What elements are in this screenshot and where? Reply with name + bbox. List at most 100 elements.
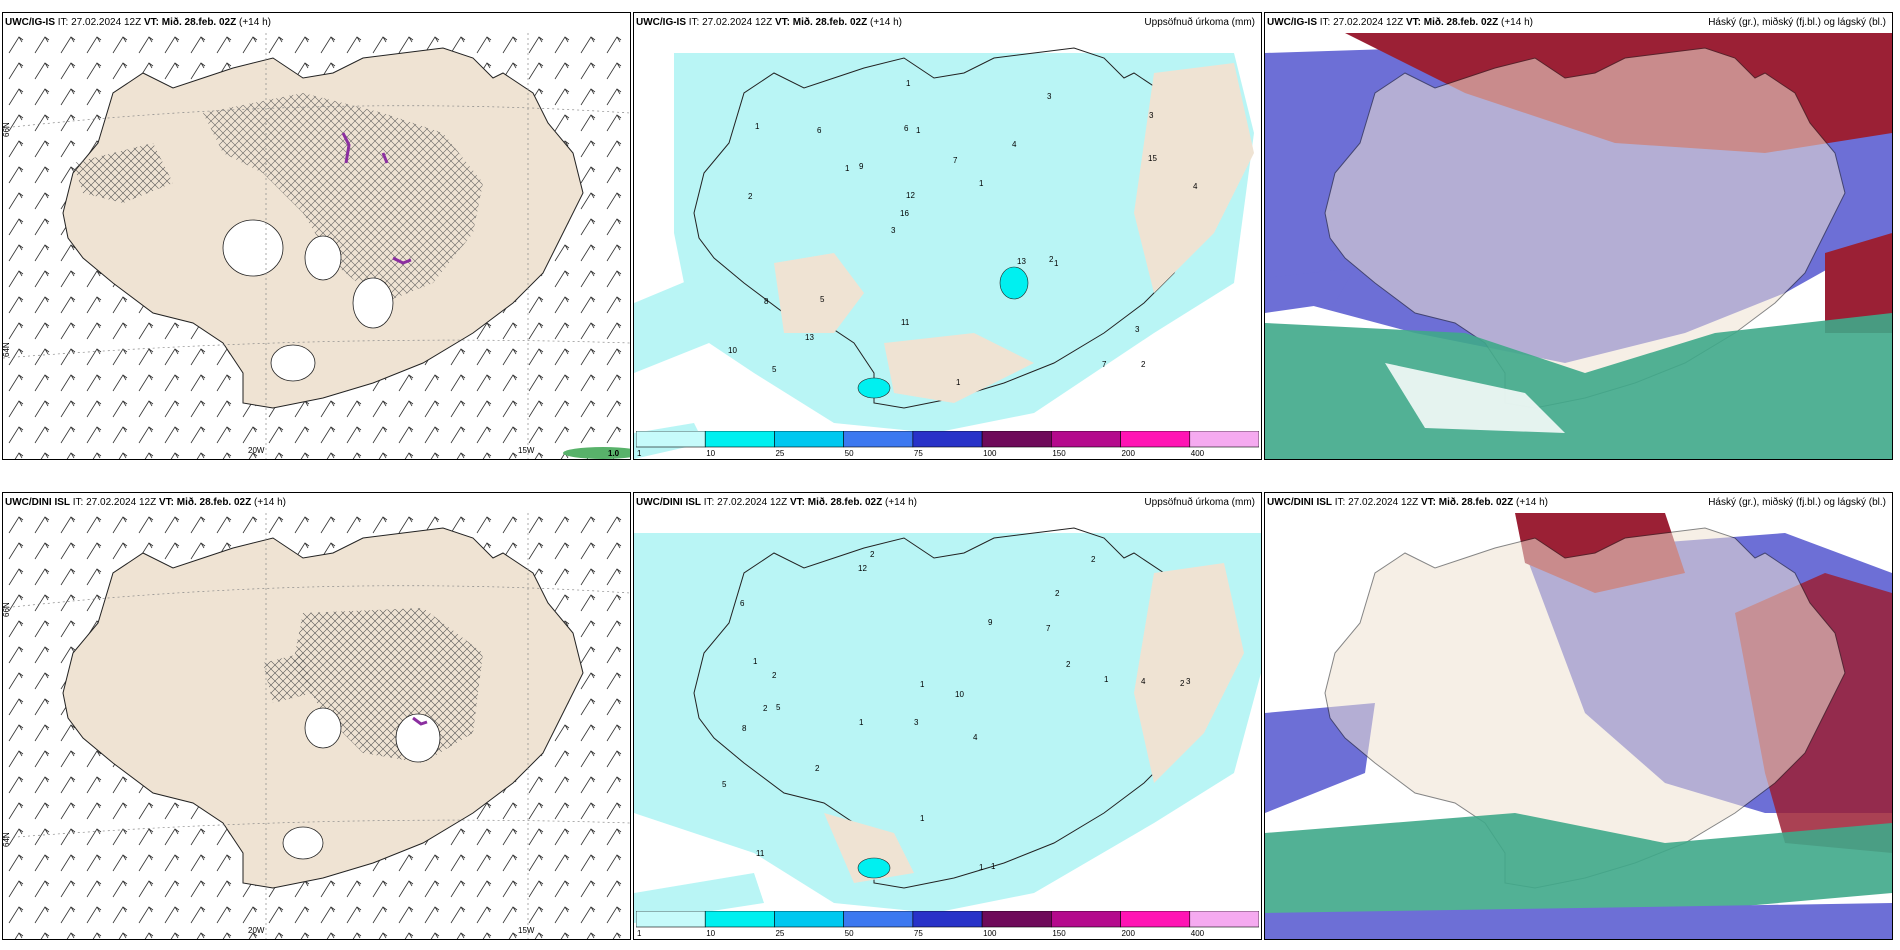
legend-swatch (1051, 431, 1121, 448)
init-time: 27.02.2024 12Z (702, 17, 773, 28)
lead-time: (+14 h) (239, 17, 271, 28)
panel-title: Uppsöfnuð úrkoma (mm) (1144, 497, 1255, 508)
valid-time: Mið. 28.feb. 02Z (1423, 17, 1499, 28)
precip-value: 7 (1046, 624, 1051, 633)
panel-r2-precip: UWC/DINI ISL IT: 27.02.2024 12Z VT: Mið.… (633, 492, 1262, 940)
precip-value: 5 (722, 780, 727, 789)
precip-value: 6 (740, 599, 745, 608)
lead-time: (+14 h) (885, 497, 917, 508)
legend-tick: 50 (845, 449, 854, 457)
precip-value: 8 (742, 724, 747, 733)
precip-value: 12 (858, 564, 867, 573)
valid-time: Mið. 28.feb. 02Z (176, 497, 252, 508)
precip-value: 2 (1049, 255, 1054, 264)
panel-r1-precip: UWC/IG-IS IT: 27.02.2024 12Z VT: Mið. 28… (633, 12, 1262, 460)
vt-label: VT: (158, 497, 174, 508)
lead-time: (+14 h) (870, 17, 902, 28)
precip-value: 1 (755, 122, 760, 131)
precip-value: 5 (772, 365, 777, 374)
precip-value: 5 (776, 703, 781, 712)
wind-map: 20W 15W 66N 64N 1.0 (3, 33, 630, 459)
model-name: UWC/DINI ISL (636, 497, 701, 508)
precip-value: 1 (956, 378, 961, 387)
model-name: UWC/DINI ISL (1267, 497, 1332, 508)
panel-r2-wind: UWC/DINI ISL IT: 27.02.2024 12Z VT: Mið.… (2, 492, 631, 940)
precip-value: 9 (988, 618, 993, 627)
precip-value: 1 (753, 657, 758, 666)
lat-label: 64N (3, 832, 11, 847)
graticule (3, 33, 630, 459)
precip-value: 10 (955, 690, 964, 699)
precip-value: 16 (900, 209, 909, 218)
precip-value: 6 (904, 124, 909, 133)
legend-swatch (1189, 911, 1259, 928)
precip-value: 2 (763, 704, 768, 713)
precip-value: 15 (1148, 154, 1157, 163)
it-label: IT: (57, 17, 69, 28)
init-time: 27.02.2024 12Z (1348, 497, 1419, 508)
precip-value: 1 (845, 164, 850, 173)
precip-value: 3 (1186, 677, 1191, 686)
it-label: IT: (1319, 17, 1331, 28)
lon-label: 20W (248, 926, 265, 935)
legend-tick: 10 (706, 929, 715, 937)
legend-swatch (1120, 431, 1191, 448)
precip-value: 8 (764, 297, 769, 306)
lat-label: 66N (3, 602, 11, 617)
precip-value: 2 (1141, 360, 1146, 369)
vt-label: VT: (1405, 17, 1421, 28)
panel-title: Háský (gr.), miðský (fj.bl.) og lágský (… (1708, 17, 1886, 28)
valid-time: Mið. 28.feb. 02Z (1438, 497, 1514, 508)
precip-value: 3 (1135, 325, 1140, 334)
init-time: 27.02.2024 12Z (1333, 17, 1404, 28)
precip-value: 2 (772, 671, 777, 680)
precip-value: 1 (979, 863, 984, 872)
precip-value: 4 (1012, 140, 1017, 149)
legend-tick: 1 (637, 929, 642, 937)
legend-tick: 150 (1052, 449, 1066, 457)
legend-tick: 25 (775, 449, 784, 457)
legend-swatch (704, 911, 775, 928)
legend-tick: 100 (983, 449, 997, 457)
valid-time: Mið. 28.feb. 02Z (792, 17, 868, 28)
legend-swatch (1051, 911, 1121, 928)
model-name: UWC/IG-IS (636, 17, 686, 28)
precip-value: 3 (914, 718, 919, 727)
precip-value: 6 (817, 126, 822, 135)
vt-label: VT: (143, 17, 159, 28)
panel-title: Uppsöfnuð úrkoma (mm) (1144, 17, 1255, 28)
precip-value: 11 (756, 849, 765, 858)
colorbar-stub (563, 447, 630, 459)
init-time: 27.02.2024 12Z (86, 497, 157, 508)
legend-tick: 75 (914, 449, 923, 457)
legend-tick: 400 (1191, 449, 1205, 457)
precip-value: 1 (906, 79, 911, 88)
legend-swatch (704, 431, 775, 448)
legend-swatch (774, 431, 844, 448)
panel-header: UWC/IG-IS IT: 27.02.2024 12Z VT: Mið. 28… (636, 17, 902, 28)
precip-value: 1 (1054, 259, 1059, 268)
model-name: UWC/IG-IS (1267, 17, 1317, 28)
valid-time: Mið. 28.feb. 02Z (161, 17, 237, 28)
it-label: IT: (688, 17, 700, 28)
precip-value: 2 (748, 192, 753, 201)
legend-tick: 1 (637, 449, 642, 457)
panel-header: UWC/DINI ISL IT: 27.02.2024 12Z VT: Mið.… (5, 497, 286, 508)
precip-value: 2 (1091, 555, 1096, 564)
precip-value: 5 (820, 295, 825, 304)
legend-swatch (774, 911, 844, 928)
precip-value: 2 (815, 764, 820, 773)
panel-header: UWC/DINI ISL IT: 27.02.2024 12Z VT: Mið.… (1267, 497, 1548, 508)
precip-value: 4 (1141, 677, 1146, 686)
init-time: 27.02.2024 12Z (717, 497, 788, 508)
precip-value: 3 (1149, 111, 1154, 120)
legend-swatch (636, 431, 706, 448)
precip-legend: 1 10 25 50 75 100 150 200 400 (636, 431, 1259, 457)
lon-label: 20W (248, 446, 265, 455)
lead-time: (+14 h) (1501, 17, 1533, 28)
precip-value: 1 (920, 680, 925, 689)
legend-tick: 100 (983, 929, 997, 937)
lead-time: (+14 h) (254, 497, 286, 508)
init-time: 27.02.2024 12Z (71, 17, 142, 28)
